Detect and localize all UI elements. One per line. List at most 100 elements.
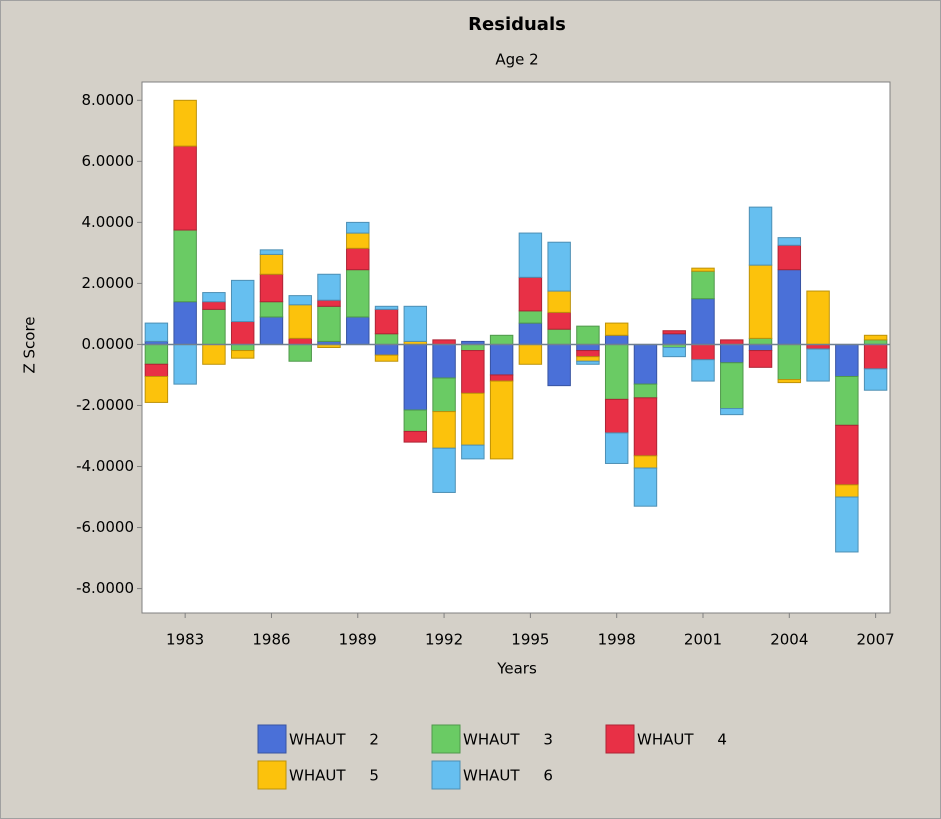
- bar-segment: [777, 237, 802, 246]
- bar-segment: [173, 99, 197, 147]
- bar-segment: [662, 330, 686, 335]
- bar-segment: [374, 354, 399, 362]
- bar-segment: [432, 377, 456, 413]
- bar-segment: [144, 363, 169, 377]
- bar-segment: [720, 362, 744, 410]
- bar-segment: [317, 305, 341, 342]
- y-axis-label: Z Score: [21, 316, 39, 373]
- bar-segment: [144, 375, 169, 403]
- bar-segment: [259, 316, 284, 345]
- bar-segment: [173, 145, 197, 231]
- y-tick-label: -2.0000: [76, 396, 134, 414]
- bar-segment: [374, 343, 399, 356]
- bar-segment: [576, 343, 600, 352]
- bar-segment: [835, 496, 859, 553]
- legend-label: WHAUT 3: [463, 731, 553, 749]
- bar-segment: [835, 484, 859, 498]
- bar-segment: [374, 305, 399, 310]
- bar-segment: [633, 343, 658, 385]
- bar-segment: [230, 321, 255, 345]
- bar-segment: [230, 343, 255, 352]
- x-tick-label: 2004: [770, 631, 808, 649]
- bar-segment: [144, 343, 169, 365]
- bar-segment: [863, 343, 888, 370]
- bar-segment: [346, 247, 370, 271]
- bar-segment: [173, 343, 197, 385]
- bar-segment: [230, 350, 255, 359]
- bar-segment: [346, 221, 370, 234]
- bar-segment: [604, 322, 629, 336]
- bar-segment: [518, 322, 543, 345]
- bar-segment: [518, 310, 543, 324]
- bar-segment: [432, 343, 456, 379]
- bar-segment: [259, 253, 284, 275]
- bar-segment: [748, 343, 773, 352]
- legend-label: WHAUT 6: [463, 767, 553, 785]
- y-tick-label: -6.0000: [76, 518, 134, 536]
- bar-segment: [259, 249, 284, 255]
- x-tick-label: 2007: [857, 631, 895, 649]
- bar-segment: [259, 273, 284, 303]
- bar-segment: [403, 305, 428, 342]
- bar-segment: [374, 333, 399, 345]
- bar-segment: [576, 325, 600, 345]
- legend-swatch: [431, 724, 461, 754]
- bar-segment: [202, 292, 226, 303]
- bar-segment: [259, 301, 284, 318]
- bar-segment: [748, 337, 773, 345]
- bar-segment: [777, 343, 802, 381]
- chart-title: Residuals: [468, 14, 566, 35]
- bar-segment: [633, 467, 658, 507]
- bar-segment: [403, 343, 428, 411]
- bar-segment: [604, 334, 629, 345]
- bar-segment: [489, 374, 514, 382]
- x-tick-label: 1998: [598, 631, 636, 649]
- bar-segment: [576, 356, 600, 362]
- legend-swatch: [257, 760, 287, 790]
- bar-segment: [633, 455, 658, 469]
- bar-segment: [202, 308, 226, 345]
- bar-segment: [576, 350, 600, 358]
- bar-segment: [691, 298, 715, 345]
- x-tick-label: 1992: [425, 631, 463, 649]
- bar-segment: [691, 270, 715, 300]
- bar-segment: [317, 273, 341, 301]
- x-axis-label: Years: [496, 660, 537, 678]
- bar-segment: [748, 206, 773, 266]
- bar-segment: [202, 343, 226, 365]
- bar-segment: [518, 276, 543, 312]
- bar-segment: [489, 334, 514, 345]
- y-tick-label: 8.0000: [82, 91, 135, 109]
- bar-segment: [777, 269, 802, 345]
- legend-swatch: [431, 760, 461, 790]
- bar-segment: [202, 301, 226, 310]
- bar-segment: [346, 232, 370, 249]
- bar-segment: [518, 343, 543, 365]
- bar-segment: [547, 328, 571, 345]
- bar-segment: [173, 229, 197, 303]
- bar-segment: [461, 343, 485, 352]
- bar-segment: [777, 379, 802, 384]
- x-tick-label: 1995: [511, 631, 549, 649]
- bar-segment: [835, 343, 859, 377]
- y-tick-label: 0.0000: [82, 335, 135, 353]
- bar-segment: [691, 359, 715, 382]
- bar-segment: [173, 301, 197, 345]
- chart-subtitle: Age 2: [495, 51, 538, 69]
- bar-segment: [547, 290, 571, 313]
- legend-swatch: [257, 724, 287, 754]
- bar-segment: [288, 343, 312, 362]
- bar-segment: [863, 334, 888, 341]
- bar-segment: [432, 411, 456, 449]
- bar-segment: [547, 343, 571, 387]
- bar-segment: [863, 368, 888, 391]
- y-tick-label: 4.0000: [82, 213, 135, 231]
- bar-segment: [604, 432, 629, 464]
- bar-segment: [489, 343, 514, 376]
- bar-segment: [806, 290, 830, 345]
- bar-segment: [518, 232, 543, 278]
- legend-label: WHAUT 2: [289, 731, 379, 749]
- bar-segment: [403, 430, 428, 443]
- legend-swatch: [605, 724, 635, 754]
